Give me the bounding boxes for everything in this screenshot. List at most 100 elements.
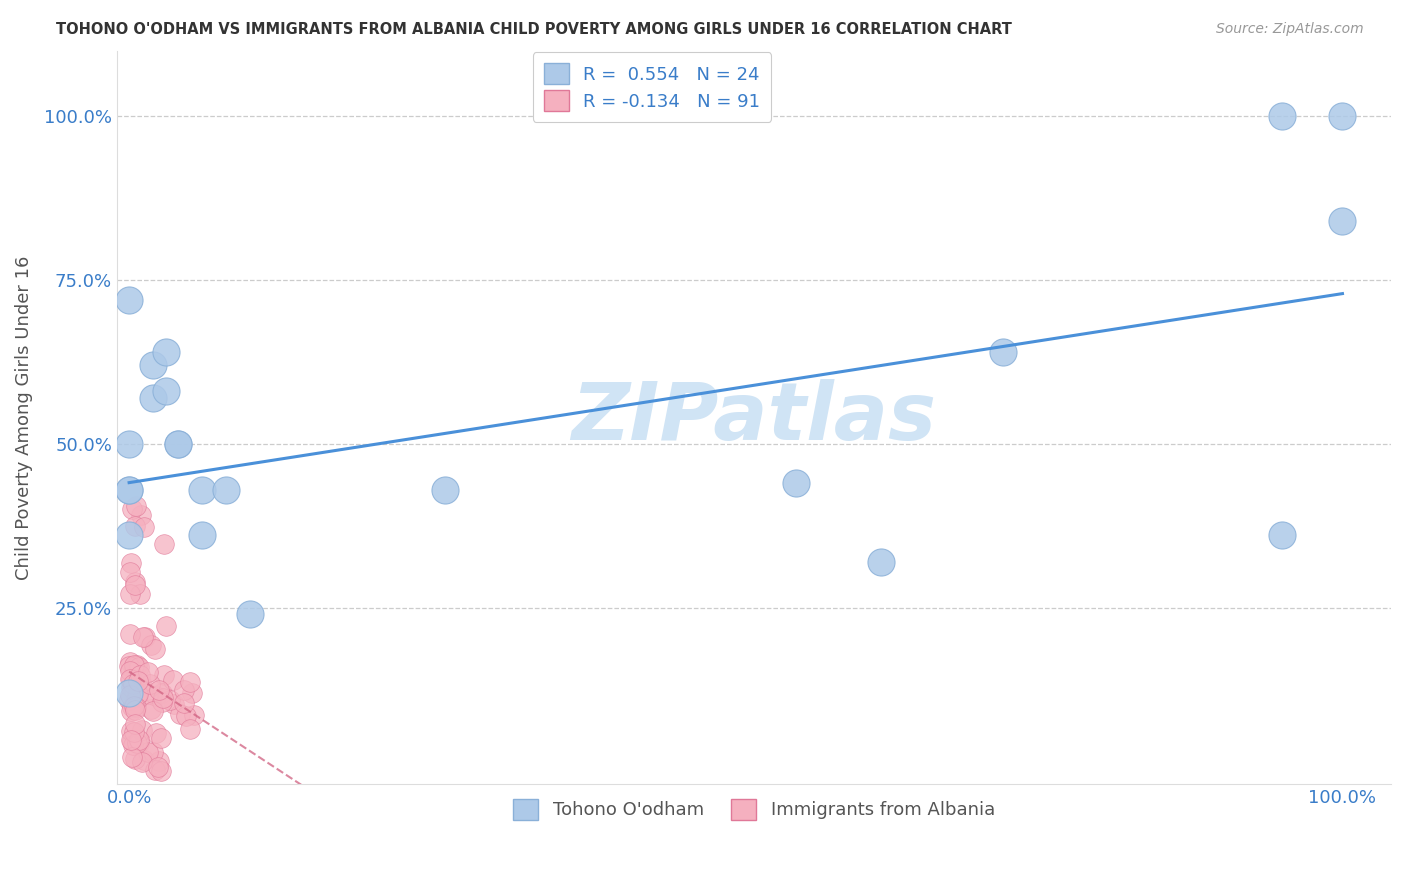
Point <box>129 508 152 522</box>
Point <box>136 745 159 759</box>
Point <box>131 755 153 769</box>
Point <box>146 760 169 774</box>
Point <box>118 436 141 450</box>
Point <box>124 703 146 717</box>
Point <box>149 731 172 745</box>
Point <box>124 752 146 766</box>
Point <box>127 658 149 673</box>
Point <box>122 698 145 713</box>
Point <box>120 557 142 571</box>
Point <box>128 659 150 673</box>
Point <box>118 483 141 497</box>
Point <box>169 707 191 722</box>
Point <box>162 673 184 688</box>
Point <box>122 658 145 673</box>
Point <box>122 661 145 675</box>
Point <box>166 436 188 450</box>
Point <box>131 723 153 738</box>
Point <box>120 681 142 695</box>
Point <box>122 682 145 697</box>
Point <box>125 658 148 673</box>
Point <box>118 528 141 542</box>
Point <box>1331 109 1354 123</box>
Point <box>134 753 156 767</box>
Point <box>128 668 150 682</box>
Point <box>152 691 174 706</box>
Point <box>150 686 173 700</box>
Point <box>118 483 141 497</box>
Point <box>122 677 145 691</box>
Point <box>142 745 165 759</box>
Point <box>150 695 173 709</box>
Point <box>121 502 143 516</box>
Point <box>121 750 143 764</box>
Point <box>142 391 165 405</box>
Point <box>127 687 149 701</box>
Point <box>142 358 165 372</box>
Point <box>181 686 204 700</box>
Point <box>142 705 165 719</box>
Point <box>128 736 150 750</box>
Point <box>120 565 142 579</box>
Point <box>124 519 146 533</box>
Point <box>118 686 141 700</box>
Point <box>120 733 142 747</box>
Point <box>121 734 143 748</box>
Point <box>143 763 166 777</box>
Point <box>1271 109 1294 123</box>
Point <box>991 345 1014 359</box>
Point <box>179 723 201 737</box>
Point <box>120 587 142 601</box>
Point <box>433 483 456 497</box>
Point <box>132 520 155 534</box>
Y-axis label: Child Poverty Among Girls Under 16: Child Poverty Among Girls Under 16 <box>15 255 32 580</box>
Point <box>163 698 186 712</box>
Point <box>173 696 195 710</box>
Point <box>125 736 148 750</box>
Point <box>153 668 176 682</box>
Point <box>121 686 143 700</box>
Text: Source: ZipAtlas.com: Source: ZipAtlas.com <box>1216 22 1364 37</box>
Point <box>129 676 152 690</box>
Point <box>136 665 159 679</box>
Point <box>183 707 205 722</box>
Point <box>139 638 162 652</box>
Point <box>120 626 142 640</box>
Point <box>145 726 167 740</box>
Point <box>121 699 143 714</box>
Point <box>129 587 152 601</box>
Point <box>174 708 197 723</box>
Point <box>120 655 142 669</box>
Point <box>153 537 176 551</box>
Point <box>124 717 146 731</box>
Point <box>120 673 142 687</box>
Point <box>125 700 148 714</box>
Point <box>785 476 807 491</box>
Legend: Tohono O'odham, Immigrants from Albania: Tohono O'odham, Immigrants from Albania <box>506 791 1002 827</box>
Point <box>118 693 141 707</box>
Point <box>127 673 149 688</box>
Point <box>132 631 155 645</box>
Point <box>136 688 159 702</box>
Point <box>124 500 146 514</box>
Point <box>870 555 893 569</box>
Point <box>122 725 145 739</box>
Point <box>118 293 141 307</box>
Text: TOHONO O'ODHAM VS IMMIGRANTS FROM ALBANIA CHILD POVERTY AMONG GIRLS UNDER 16 COR: TOHONO O'ODHAM VS IMMIGRANTS FROM ALBANI… <box>56 22 1012 37</box>
Text: ZIPatlas: ZIPatlas <box>571 378 936 457</box>
Point <box>215 483 238 497</box>
Point <box>127 688 149 702</box>
Point <box>138 677 160 691</box>
Point <box>128 732 150 747</box>
Point <box>134 630 156 644</box>
Point <box>1331 214 1354 228</box>
Point <box>155 345 177 359</box>
Point <box>239 607 262 621</box>
Point <box>159 693 181 707</box>
Point <box>148 683 170 698</box>
Point <box>125 690 148 704</box>
Point <box>191 483 214 497</box>
Point <box>118 658 141 673</box>
Point <box>145 689 167 703</box>
Point <box>173 683 195 698</box>
